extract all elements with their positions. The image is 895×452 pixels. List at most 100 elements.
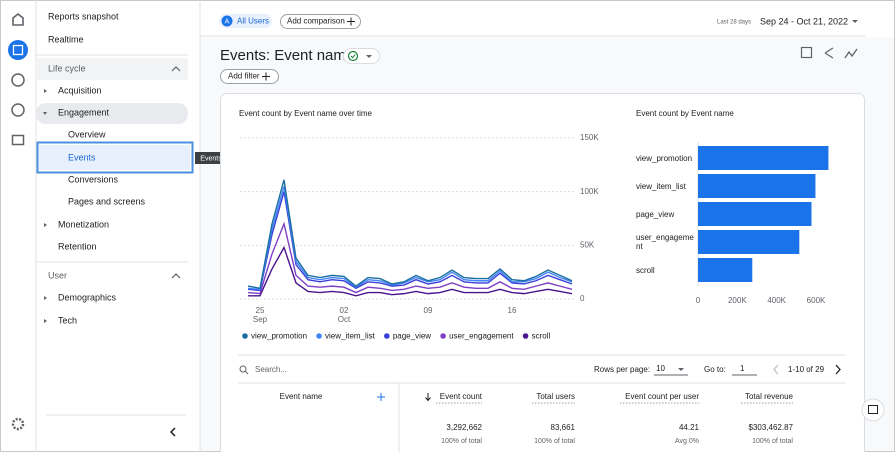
- y-tick-label: view_item_list: [636, 181, 686, 191]
- share-icon[interactable]: [824, 47, 834, 59]
- column-header[interactable]: Total users: [536, 392, 575, 401]
- expand-arrow: [44, 319, 47, 323]
- sort-arrow: [425, 393, 431, 402]
- x-tick-label: 02: [340, 306, 349, 315]
- total-value: $303,462.87: [749, 423, 794, 432]
- settings-icon[interactable]: [11, 417, 25, 431]
- legend-label: scroll: [532, 332, 551, 341]
- dropdown-icon[interactable]: [852, 20, 858, 23]
- nav-item[interactable]: Engagement: [58, 107, 110, 117]
- date-range[interactable]: Sep 24 - Oct 21, 2022: [760, 16, 848, 26]
- nav-section[interactable]: Life cycle: [48, 63, 86, 73]
- bar: [698, 146, 829, 170]
- segment-chip[interactable]: [219, 14, 272, 28]
- series-line: [247, 221, 573, 295]
- expand-arrow: [44, 223, 47, 227]
- bar-label-box: scroll: [636, 265, 655, 275]
- add-comparison-chip[interactable]: [280, 14, 361, 29]
- explore-icon[interactable]: [11, 73, 25, 87]
- column-header[interactable]: Event name: [280, 392, 323, 401]
- legend-swatch: [440, 333, 446, 339]
- nav-item[interactable]: Pages and screens: [68, 196, 146, 206]
- nav-item[interactable]: Conversions: [68, 174, 119, 184]
- series-line: [247, 186, 573, 291]
- feedback-button[interactable]: [861, 398, 885, 422]
- add-filter[interactable]: Add filter: [228, 72, 260, 81]
- nav-item[interactable]: Demographics: [58, 292, 117, 302]
- tooltip-bg: [195, 152, 227, 164]
- feedback-icon: [868, 405, 878, 414]
- legend-label: view_item_list: [325, 332, 376, 341]
- x-tick-label: 200K: [728, 296, 747, 305]
- segment-label[interactable]: All Users: [237, 17, 269, 26]
- legend-swatch: [242, 333, 248, 339]
- y-tick-label: 0: [580, 294, 585, 303]
- active-group-bg: [36, 103, 188, 124]
- legend-label: user_engagement: [449, 332, 514, 341]
- y-tick-label: scroll: [636, 265, 655, 275]
- nav-item[interactable]: Acquisition: [58, 85, 102, 95]
- status-chip[interactable]: [343, 48, 380, 64]
- total-note: 100% of total: [534, 438, 575, 445]
- next-page[interactable]: [835, 364, 841, 375]
- expand-arrow: [44, 89, 47, 93]
- nav-item[interactable]: Monetization: [58, 219, 109, 229]
- bar: [698, 202, 812, 226]
- prev-page[interactable]: [773, 364, 779, 375]
- nav-item[interactable]: Overview: [68, 129, 106, 139]
- nav-item[interactable]: Retention: [58, 241, 97, 251]
- x-tick-label: 0: [696, 296, 701, 305]
- advertising-icon[interactable]: [11, 103, 25, 117]
- goto-input[interactable]: 1: [740, 364, 745, 373]
- bar-label-box: user_engagement: [636, 233, 694, 251]
- home-icon[interactable]: [12, 12, 24, 26]
- focus-ring: [36, 141, 194, 174]
- collapse-nav[interactable]: [169, 427, 176, 437]
- y-tick-label: 100K: [580, 187, 599, 196]
- search-icon-handle: [244, 370, 249, 375]
- dropdown-icon[interactable]: [678, 368, 684, 371]
- total-value: 83,661: [551, 423, 576, 432]
- column-header[interactable]: Event count per user: [625, 392, 699, 401]
- expand-arrow: [44, 296, 47, 300]
- customize-icon[interactable]: [800, 46, 813, 59]
- column-header[interactable]: Total revenue: [745, 392, 794, 401]
- configure-icon[interactable]: [11, 134, 25, 146]
- column-header[interactable]: Event count: [440, 392, 483, 401]
- legend-label: page_view: [393, 332, 431, 341]
- pagination: 1-10 of 29: [788, 365, 825, 374]
- reports-glyph: [12, 44, 24, 56]
- total-note: 100% of total: [441, 438, 482, 445]
- collapse-icon[interactable]: [171, 273, 181, 279]
- total-note: Avg 0%: [675, 438, 699, 445]
- y-tick-label: 150K: [580, 133, 599, 142]
- legend-label: view_promotion: [251, 332, 307, 341]
- total-value: 44.21: [679, 423, 700, 432]
- dropdown-icon: [366, 55, 372, 58]
- segment-badge-bg: [221, 15, 233, 27]
- rows-per-page-label: Rows per page:: [594, 365, 650, 374]
- bar-label-box: view_promotion: [636, 154, 692, 163]
- x-tick-label: 400K: [767, 296, 786, 305]
- nav-item[interactable]: Reports snapshot: [48, 11, 119, 21]
- search-input[interactable]: Search...: [255, 365, 287, 374]
- nav-item[interactable]: Events: [68, 152, 96, 162]
- add-filter-chip[interactable]: [220, 69, 279, 84]
- insights-icon[interactable]: [844, 48, 858, 59]
- rows-per-page[interactable]: 10: [656, 364, 665, 373]
- tooltip: Events: [200, 155, 222, 162]
- x-tick-label: Oct: [338, 315, 351, 324]
- nav-item[interactable]: Realtime: [48, 34, 84, 44]
- collapse-icon[interactable]: [171, 66, 181, 72]
- plus-icon: [347, 17, 355, 26]
- nav-item[interactable]: Tech: [58, 315, 77, 325]
- nav-section[interactable]: User: [48, 270, 67, 280]
- check-icon: [347, 50, 359, 62]
- add-comparison[interactable]: Add comparison: [287, 17, 345, 26]
- add-dimension[interactable]: [377, 393, 385, 401]
- series-line: [247, 191, 573, 292]
- segment-badge: A: [225, 18, 230, 25]
- reports-icon[interactable]: [8, 40, 28, 60]
